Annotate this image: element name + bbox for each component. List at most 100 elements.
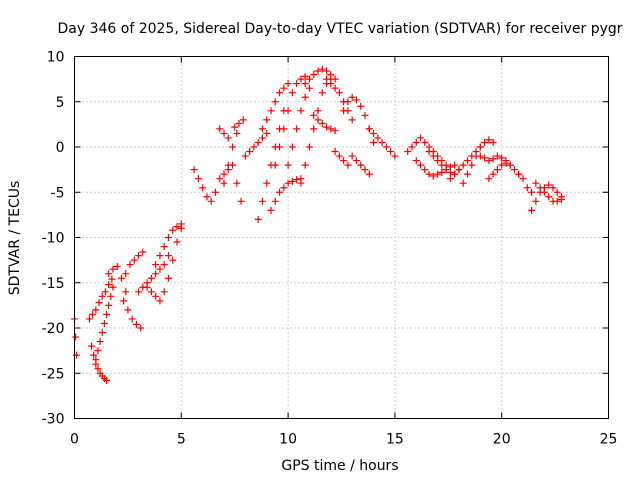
data-point	[331, 84, 339, 92]
data-point	[156, 297, 164, 305]
data-point	[107, 292, 115, 300]
data-point	[105, 281, 113, 289]
data-point	[549, 184, 557, 192]
data-point	[451, 170, 459, 178]
data-point	[536, 184, 544, 192]
data-point	[318, 65, 326, 73]
data-point	[128, 315, 136, 323]
data-point	[421, 166, 429, 174]
data-point	[310, 71, 318, 79]
data-point	[169, 256, 177, 264]
data-point	[224, 161, 232, 169]
data-point	[481, 138, 489, 146]
series-arc-21	[284, 84, 313, 169]
data-point	[327, 80, 335, 88]
data-point	[485, 157, 493, 165]
data-point	[421, 138, 429, 146]
data-point	[464, 157, 472, 165]
series-arc-07	[122, 248, 147, 278]
data-point	[207, 197, 215, 205]
data-point	[331, 127, 339, 135]
data-point	[523, 184, 531, 192]
data-point	[335, 152, 343, 160]
data-point	[288, 89, 296, 97]
data-point	[438, 168, 446, 176]
data-point	[72, 333, 80, 341]
data-point	[258, 125, 266, 133]
data-point	[160, 243, 168, 251]
data-point	[528, 206, 536, 214]
data-point	[553, 197, 561, 205]
data-point	[267, 206, 275, 214]
data-point	[235, 119, 243, 127]
x-axis-label: GPS time / hours	[281, 458, 398, 474]
data-point	[108, 275, 116, 283]
data-point	[258, 197, 266, 205]
data-point	[254, 138, 262, 146]
data-point	[323, 75, 331, 83]
data-point	[164, 252, 172, 260]
data-point	[446, 168, 454, 176]
y-tick-label: -10	[42, 231, 65, 247]
data-point	[455, 166, 463, 174]
data-point	[464, 170, 472, 178]
grid	[74, 56, 609, 419]
data-point	[305, 75, 313, 83]
data-point	[438, 161, 446, 169]
data-point	[519, 175, 527, 183]
data-point	[237, 197, 245, 205]
data-point	[305, 143, 313, 151]
series-arc-24	[310, 111, 339, 135]
data-point	[446, 175, 454, 183]
data-point	[216, 175, 224, 183]
data-point	[374, 134, 382, 142]
series-arc-19	[271, 72, 309, 169]
y-tick-label: 5	[56, 95, 65, 111]
series-arc-36	[485, 159, 523, 183]
data-point	[103, 376, 111, 384]
data-point	[271, 197, 279, 205]
data-point	[489, 155, 497, 163]
data-point	[434, 170, 442, 178]
data-point	[95, 299, 103, 307]
data-point	[370, 129, 378, 137]
data-point	[89, 310, 97, 318]
data-point	[310, 111, 318, 119]
series-arc-06	[120, 297, 145, 332]
data-point	[382, 143, 390, 151]
data-point	[301, 80, 309, 88]
data-point	[327, 125, 335, 133]
y-tick-label: -25	[42, 366, 65, 382]
data-point	[476, 152, 484, 160]
data-point	[425, 148, 433, 156]
series-arc-18	[258, 80, 292, 133]
data-point	[301, 72, 309, 80]
data-point	[357, 161, 365, 169]
data-point	[370, 138, 378, 146]
data-point	[280, 125, 288, 133]
data-point	[417, 134, 425, 142]
data-point	[412, 138, 420, 146]
data-point	[348, 93, 356, 101]
data-point	[425, 170, 433, 178]
x-tick-label: 10	[279, 432, 297, 448]
data-point	[331, 75, 339, 83]
data-point	[378, 138, 386, 146]
data-point	[98, 329, 106, 337]
data-point	[173, 223, 181, 231]
series-arc-14	[220, 129, 241, 187]
data-point	[254, 215, 262, 223]
data-point	[92, 306, 100, 314]
data-point	[485, 136, 493, 144]
data-point	[293, 80, 301, 88]
data-point	[211, 188, 219, 196]
data-point	[276, 89, 284, 97]
data-point	[511, 166, 519, 174]
data-point	[532, 179, 540, 187]
data-point	[173, 238, 181, 246]
data-point	[314, 107, 322, 115]
data-point	[305, 84, 313, 92]
series-arc-39	[532, 179, 566, 205]
data-point	[361, 111, 369, 119]
data-point	[297, 179, 305, 187]
